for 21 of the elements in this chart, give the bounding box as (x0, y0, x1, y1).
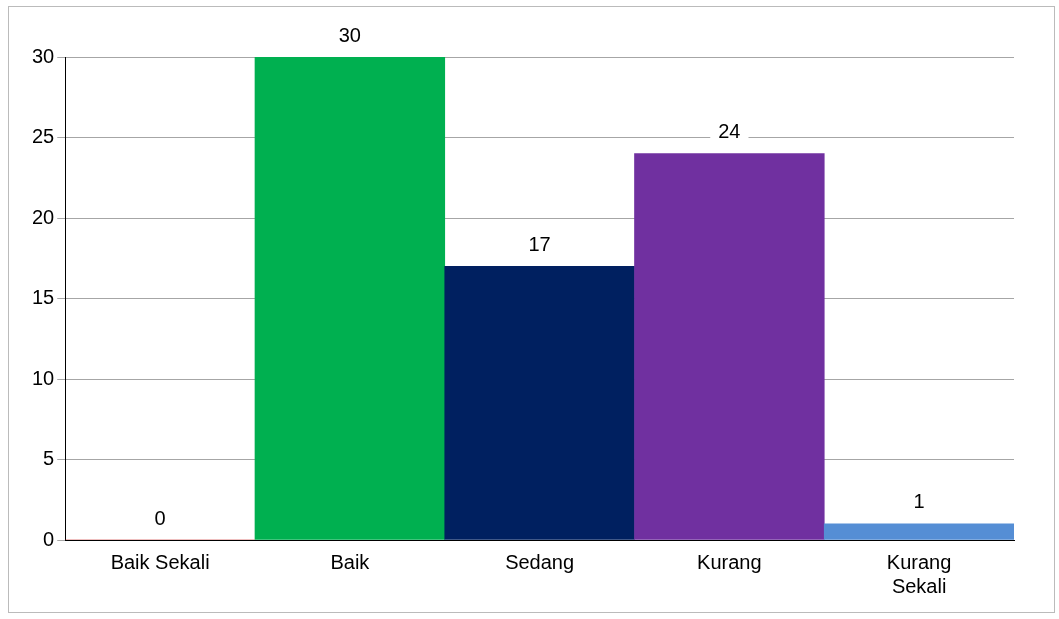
bar (823, 523, 1014, 540)
bar (254, 57, 446, 540)
x-tick-label: Baik (330, 550, 371, 573)
x-tick-label: Kurang Sekali (886, 550, 952, 597)
x-tick-label: Sedang (505, 550, 575, 573)
y-tick-label: 25 (32, 125, 55, 148)
y-tick-label: 30 (32, 44, 55, 67)
data-label: 24 (718, 120, 741, 143)
y-tick-label: 15 (32, 286, 55, 309)
bar (634, 153, 825, 540)
y-tick-label: 20 (32, 205, 55, 228)
data-label: 0 (154, 506, 166, 529)
y-tick-label: 0 (43, 527, 55, 550)
x-tick-label: Kurang (697, 550, 762, 573)
y-tick-label: 5 (43, 447, 55, 470)
y-tick-label: 10 (32, 366, 55, 389)
x-tick-label: Baik Sekali (110, 550, 210, 573)
data-label: 1 (913, 490, 925, 513)
data-label: 17 (528, 232, 551, 255)
bar (444, 265, 635, 540)
data-label: 30 (338, 23, 361, 46)
